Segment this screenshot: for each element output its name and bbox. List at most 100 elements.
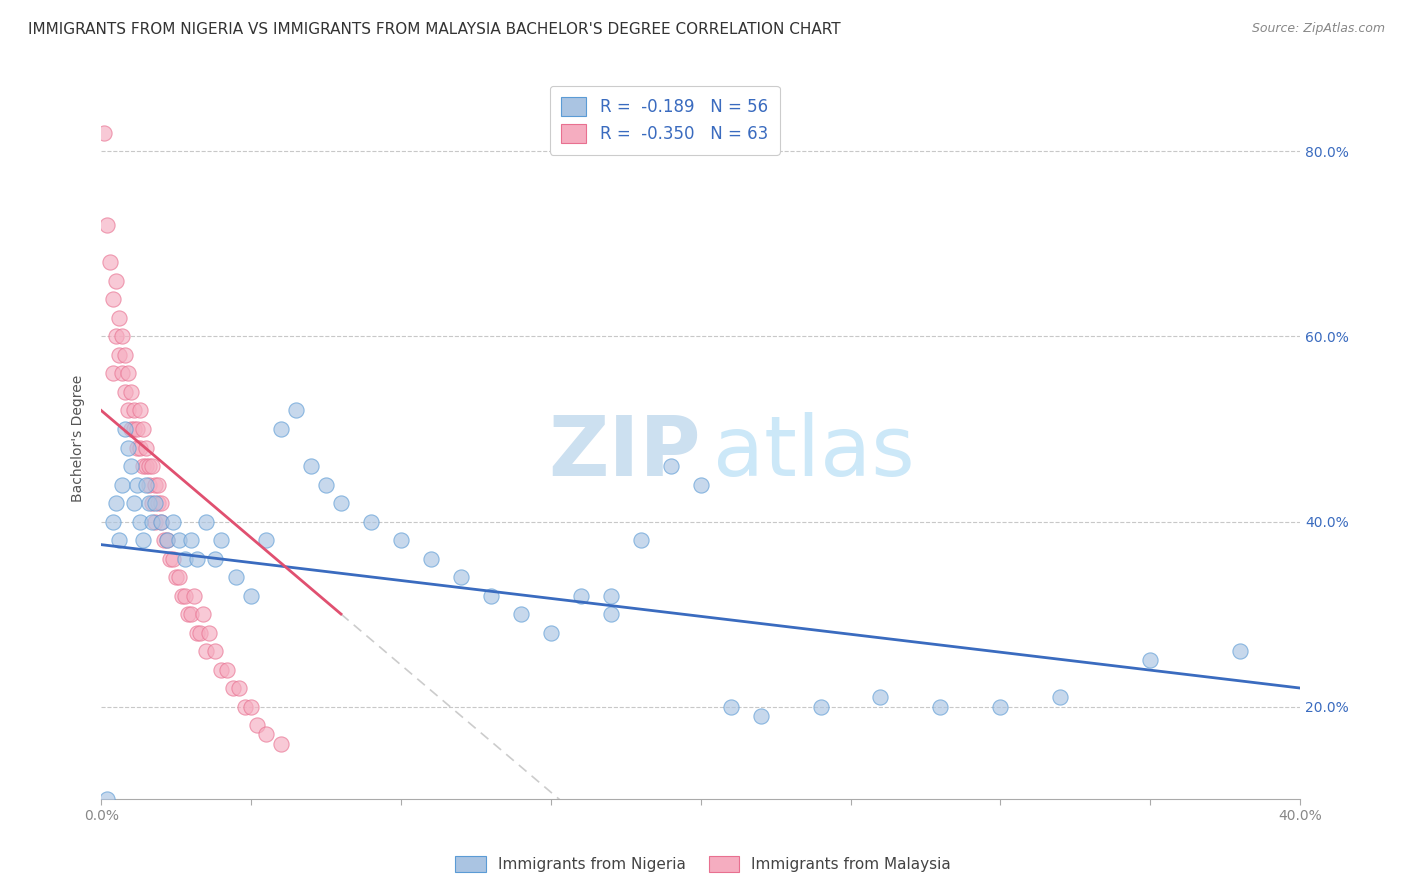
- Point: [217, 663, 239, 677]
- Point: [127, 441, 149, 455]
- Point: [108, 533, 131, 547]
- Point: [122, 496, 145, 510]
- Point: [146, 496, 169, 510]
- Point: [122, 422, 145, 436]
- Legend: R =  -0.189   N = 56, R =  -0.350   N = 63: R = -0.189 N = 56, R = -0.350 N = 63: [550, 86, 780, 155]
- Point: [540, 625, 562, 640]
- Point: [98, 255, 121, 269]
- Point: [209, 663, 232, 677]
- Point: [285, 403, 308, 417]
- Point: [103, 367, 125, 381]
- Point: [129, 515, 152, 529]
- Point: [204, 551, 226, 566]
- Point: [246, 718, 269, 732]
- Point: [135, 477, 157, 491]
- Point: [195, 515, 218, 529]
- Point: [120, 384, 142, 399]
- Point: [330, 496, 353, 510]
- Point: [599, 607, 621, 621]
- Point: [108, 348, 131, 362]
- Point: [988, 699, 1011, 714]
- Point: [1229, 644, 1251, 658]
- Point: [141, 458, 163, 473]
- Point: [165, 570, 187, 584]
- Point: [389, 533, 412, 547]
- Point: [450, 570, 472, 584]
- Point: [132, 422, 155, 436]
- Point: [569, 589, 592, 603]
- Point: [1049, 690, 1071, 705]
- Point: [122, 403, 145, 417]
- Point: [233, 699, 256, 714]
- Point: [689, 477, 711, 491]
- Point: [599, 589, 621, 603]
- Point: [111, 477, 134, 491]
- Point: [143, 477, 166, 491]
- Point: [129, 441, 152, 455]
- Point: [114, 384, 136, 399]
- Point: [240, 589, 263, 603]
- Point: [129, 403, 152, 417]
- Point: [240, 699, 263, 714]
- Point: [114, 348, 136, 362]
- Point: [1139, 653, 1161, 667]
- Point: [96, 219, 118, 233]
- Point: [108, 310, 131, 325]
- Point: [117, 403, 139, 417]
- Point: [209, 533, 232, 547]
- Point: [225, 570, 247, 584]
- Point: [204, 644, 226, 658]
- Point: [630, 533, 652, 547]
- Text: Source: ZipAtlas.com: Source: ZipAtlas.com: [1251, 22, 1385, 36]
- Point: [114, 422, 136, 436]
- Point: [105, 496, 128, 510]
- Point: [150, 496, 173, 510]
- Point: [117, 441, 139, 455]
- Point: [135, 458, 157, 473]
- Point: [180, 607, 202, 621]
- Point: [162, 515, 184, 529]
- Point: [228, 681, 250, 695]
- Point: [270, 737, 292, 751]
- Point: [103, 515, 125, 529]
- Point: [150, 515, 173, 529]
- Point: [198, 625, 221, 640]
- Point: [120, 422, 142, 436]
- Point: [132, 458, 155, 473]
- Point: [659, 458, 682, 473]
- Legend: Immigrants from Nigeria, Immigrants from Malaysia: Immigrants from Nigeria, Immigrants from…: [447, 848, 959, 880]
- Point: [111, 329, 134, 343]
- Point: [143, 515, 166, 529]
- Point: [93, 126, 115, 140]
- Point: [162, 551, 184, 566]
- Point: [105, 274, 128, 288]
- Point: [127, 477, 149, 491]
- Point: [299, 458, 322, 473]
- Point: [156, 533, 179, 547]
- Point: [138, 458, 160, 473]
- Point: [156, 533, 179, 547]
- Point: [177, 607, 200, 621]
- Point: [183, 589, 205, 603]
- Point: [195, 644, 218, 658]
- Point: [419, 551, 441, 566]
- Point: [143, 496, 166, 510]
- Point: [509, 607, 531, 621]
- Point: [720, 699, 742, 714]
- Text: ZIP: ZIP: [548, 412, 700, 493]
- Point: [150, 515, 173, 529]
- Point: [929, 699, 952, 714]
- Point: [191, 607, 214, 621]
- Point: [138, 496, 160, 510]
- Point: [111, 367, 134, 381]
- Point: [159, 551, 181, 566]
- Point: [135, 441, 157, 455]
- Point: [174, 551, 197, 566]
- Point: [174, 589, 197, 603]
- Point: [153, 533, 176, 547]
- Point: [270, 422, 292, 436]
- Y-axis label: Bachelor's Degree: Bachelor's Degree: [72, 375, 86, 502]
- Point: [138, 477, 160, 491]
- Point: [186, 551, 208, 566]
- Point: [254, 533, 277, 547]
